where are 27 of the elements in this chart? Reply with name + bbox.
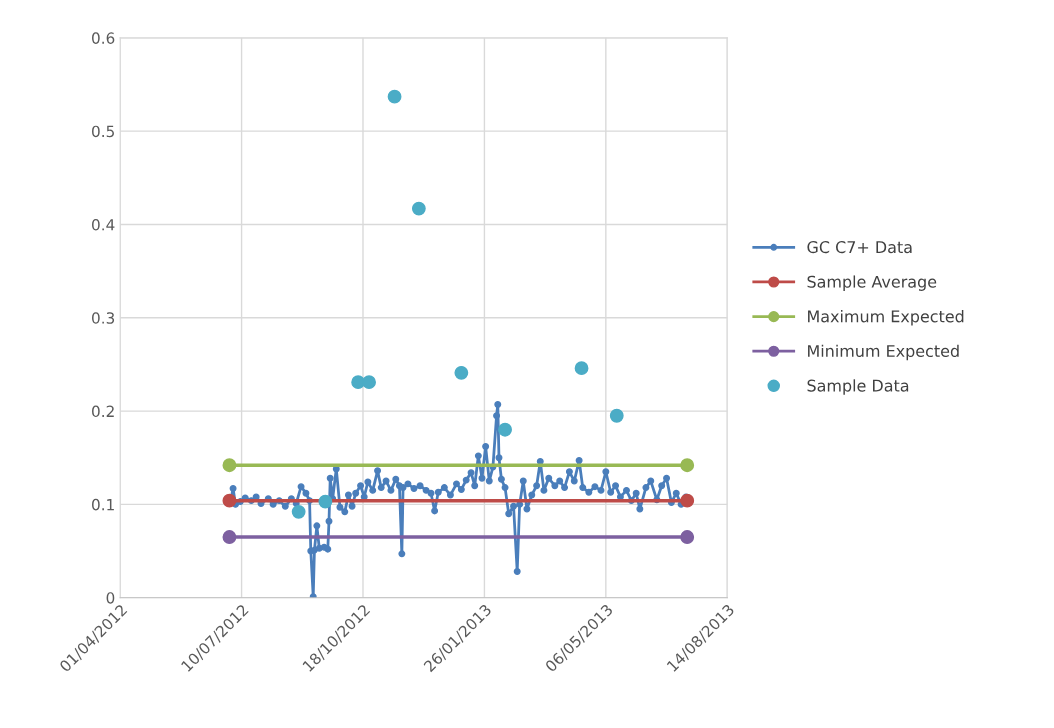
legend-label: Sample Data [807, 379, 909, 395]
legend-label: Maximum Expected [808, 310, 964, 326]
y-tick-label: 0.6 [92, 32, 115, 44]
legend-label: GC C7+ Data [807, 241, 912, 254]
point [318, 494, 333, 509]
point [222, 530, 237, 544]
point [498, 422, 512, 437]
point [609, 408, 624, 423]
point [222, 458, 237, 473]
point [222, 493, 237, 508]
point [574, 361, 589, 376]
point [411, 201, 426, 216]
point [387, 89, 402, 104]
point [680, 493, 695, 508]
y-tick-label: 0.1 [92, 498, 114, 511]
point [680, 530, 695, 544]
y-tick-label: 0.3 [92, 312, 115, 324]
legend-label: Sample Average [807, 275, 937, 291]
y-tick-label: 0.2 [92, 405, 114, 418]
legend-label: Minimum Expected [808, 344, 959, 361]
point [291, 504, 306, 519]
point [362, 375, 376, 390]
y-tick-label: 0.4 [92, 218, 115, 231]
y-tick-label: 0.5 [92, 125, 114, 138]
point [454, 365, 469, 380]
y-tick-label: 0 [106, 592, 115, 604]
point [680, 458, 695, 473]
